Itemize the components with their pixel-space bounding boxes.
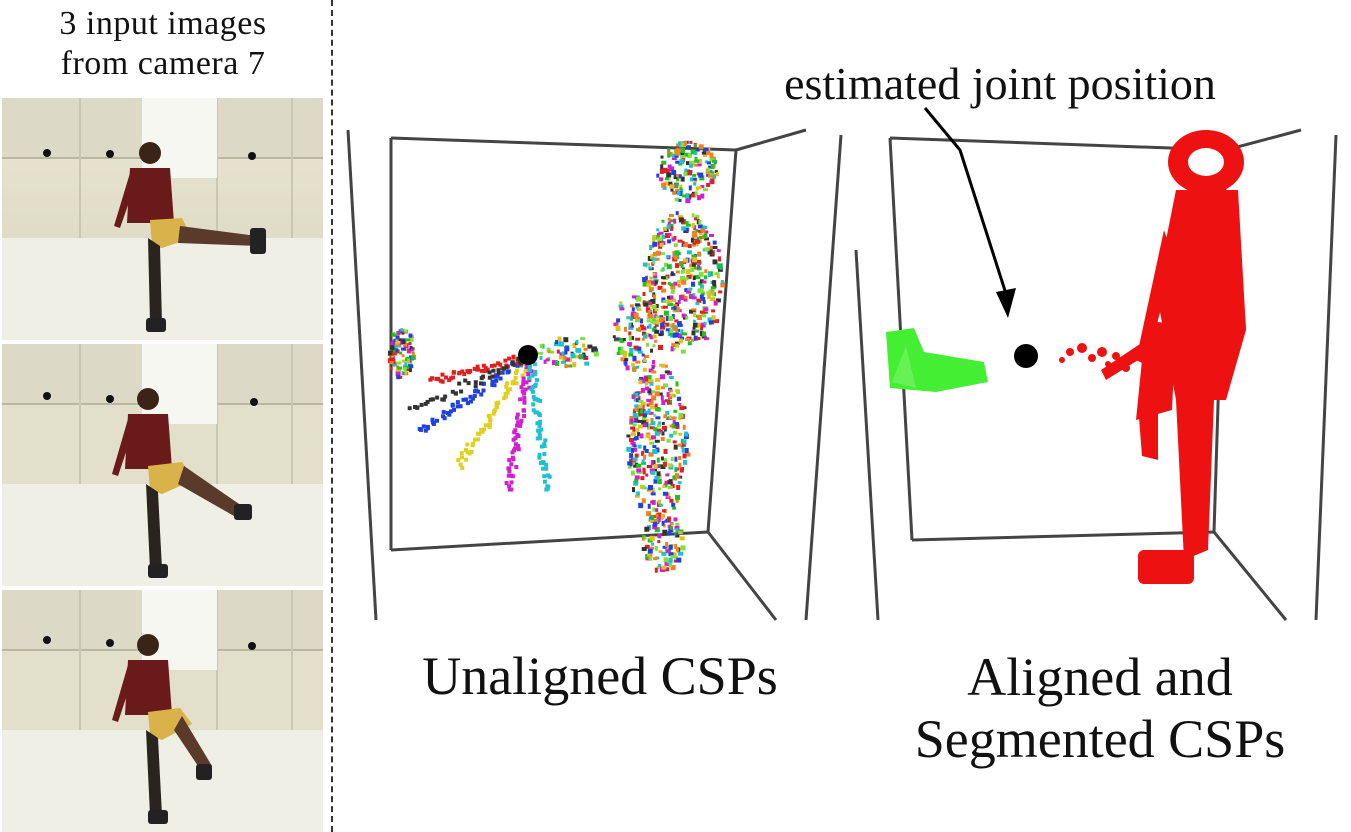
unaligned-csp-panel	[336, 120, 856, 640]
aligned-caption-line1: Aligned and	[967, 647, 1233, 707]
aligned-caption-line2: Segmented CSPs	[914, 709, 1286, 769]
aligned-segmented-body	[1059, 130, 1246, 584]
aligned-joint-marker	[1014, 344, 1038, 368]
dashed-divider	[331, 0, 333, 832]
aligned-csp-panel	[846, 120, 1351, 640]
camera-frame-3	[2, 590, 323, 832]
unaligned-point-cloud	[387, 140, 726, 573]
camera-frame-1	[2, 98, 323, 340]
bounding-box-unaligned	[346, 128, 843, 621]
unaligned-joint-marker	[518, 345, 538, 365]
unaligned-caption: Unaligned CSPs	[422, 646, 778, 706]
input-images-title-line1: 3 input images	[59, 5, 267, 42]
input-images-title: 3 input images from camera 7	[0, 4, 326, 84]
input-images-title-line2: from camera 7	[60, 45, 266, 82]
joint-annotation: estimated joint position	[784, 58, 1216, 109]
aligned-caption: Aligned and Segmented CSPs	[860, 646, 1340, 770]
camera-frame-2	[2, 344, 323, 586]
aligned-segmented-foot	[886, 328, 988, 392]
